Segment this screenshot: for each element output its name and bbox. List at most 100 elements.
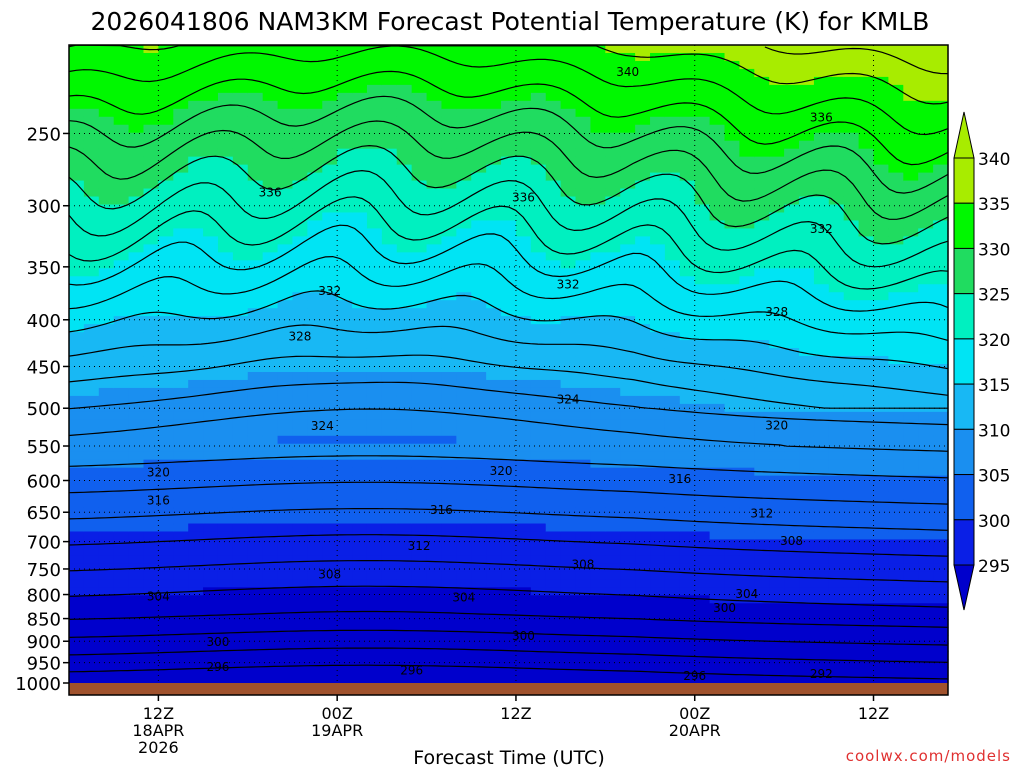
field-cell (277, 403, 294, 413)
field-cell (620, 252, 636, 261)
field-cell (292, 563, 308, 572)
field-cell (754, 212, 770, 222)
field-cell (933, 451, 949, 461)
field-cell (843, 252, 860, 261)
field-cell (858, 419, 875, 429)
field-cell (217, 188, 234, 198)
field-cell (813, 379, 830, 389)
field-cell (69, 132, 85, 142)
field-cell (98, 595, 115, 604)
field-cell (396, 635, 413, 644)
field-cell (143, 579, 159, 588)
field-cell (709, 252, 726, 261)
field-cell (247, 45, 264, 54)
field-cell (560, 595, 577, 604)
field-cell (188, 451, 204, 461)
field-cell (262, 196, 279, 206)
field-cell (918, 483, 934, 493)
field-cell (381, 68, 398, 78)
field-cell (813, 324, 830, 333)
field-cell (784, 515, 800, 525)
field-cell (813, 507, 830, 517)
field-cell (203, 100, 219, 110)
field-cell (337, 435, 353, 445)
field-cell (396, 627, 413, 636)
field-cell (784, 523, 800, 533)
field-cell (381, 116, 398, 126)
field-cell (635, 427, 651, 437)
field-cell (620, 523, 636, 533)
field-cell (441, 611, 457, 620)
field-cell (98, 188, 115, 198)
field-cell (650, 475, 666, 485)
field-cell (724, 284, 741, 293)
plot-frame (68, 44, 949, 696)
field-cell (188, 635, 204, 644)
field-cell (620, 507, 636, 517)
field-cell (337, 140, 353, 150)
field-cell (471, 260, 487, 269)
field-cell (709, 84, 726, 94)
field-cell (545, 116, 562, 126)
field-cell (381, 52, 398, 62)
field-cell (560, 284, 577, 293)
field-cell (98, 148, 115, 158)
field-cell (501, 475, 517, 485)
field-cell (873, 659, 890, 668)
field-cell (396, 140, 413, 150)
field-cell (828, 244, 845, 253)
field-cell (396, 188, 413, 198)
field-cell (799, 675, 815, 684)
field-cell (352, 324, 368, 333)
field-cell (754, 204, 770, 214)
field-cell (128, 515, 145, 525)
field-cell (426, 364, 443, 373)
field-cell (515, 68, 532, 78)
field-cell (903, 148, 919, 158)
field-cell (366, 667, 383, 676)
field-cell (247, 459, 264, 469)
field-cell (366, 172, 383, 182)
field-cell (575, 403, 592, 413)
field-cell (754, 172, 770, 182)
field-cell (694, 483, 711, 493)
field-cell (113, 76, 130, 86)
field-cell (694, 523, 711, 533)
field-cell (396, 387, 413, 397)
field-cell (515, 172, 532, 182)
field-cell (262, 611, 279, 620)
field-cell (411, 148, 428, 158)
field-cell (381, 228, 398, 237)
field-cell (352, 611, 368, 620)
field-cell (739, 555, 755, 564)
field-cell (724, 371, 741, 381)
field-cell (650, 204, 666, 214)
field-cell (739, 395, 755, 405)
field-cell (232, 212, 249, 222)
field-cell (590, 443, 606, 453)
field-cell (575, 92, 592, 102)
field-cell (83, 332, 100, 341)
field-cell (217, 348, 234, 357)
field-cell (128, 555, 145, 564)
field-cell (903, 76, 919, 86)
field-cell (605, 659, 621, 668)
field-cell (69, 228, 85, 237)
field-cell (426, 587, 443, 596)
field-cell (247, 491, 264, 501)
field-cell (203, 236, 219, 245)
field-cell (888, 60, 904, 70)
field-cell (664, 635, 681, 644)
field-cell (530, 60, 547, 70)
field-cell (381, 475, 398, 485)
field-cell (650, 555, 666, 564)
field-cell (620, 483, 636, 493)
field-cell (501, 667, 517, 676)
field-cell (83, 499, 100, 509)
field-cell (575, 611, 592, 620)
field-cell (903, 499, 919, 509)
field-cell (933, 395, 949, 405)
field-cell (515, 483, 532, 493)
field-cell (173, 675, 189, 684)
field-cell (322, 587, 338, 596)
